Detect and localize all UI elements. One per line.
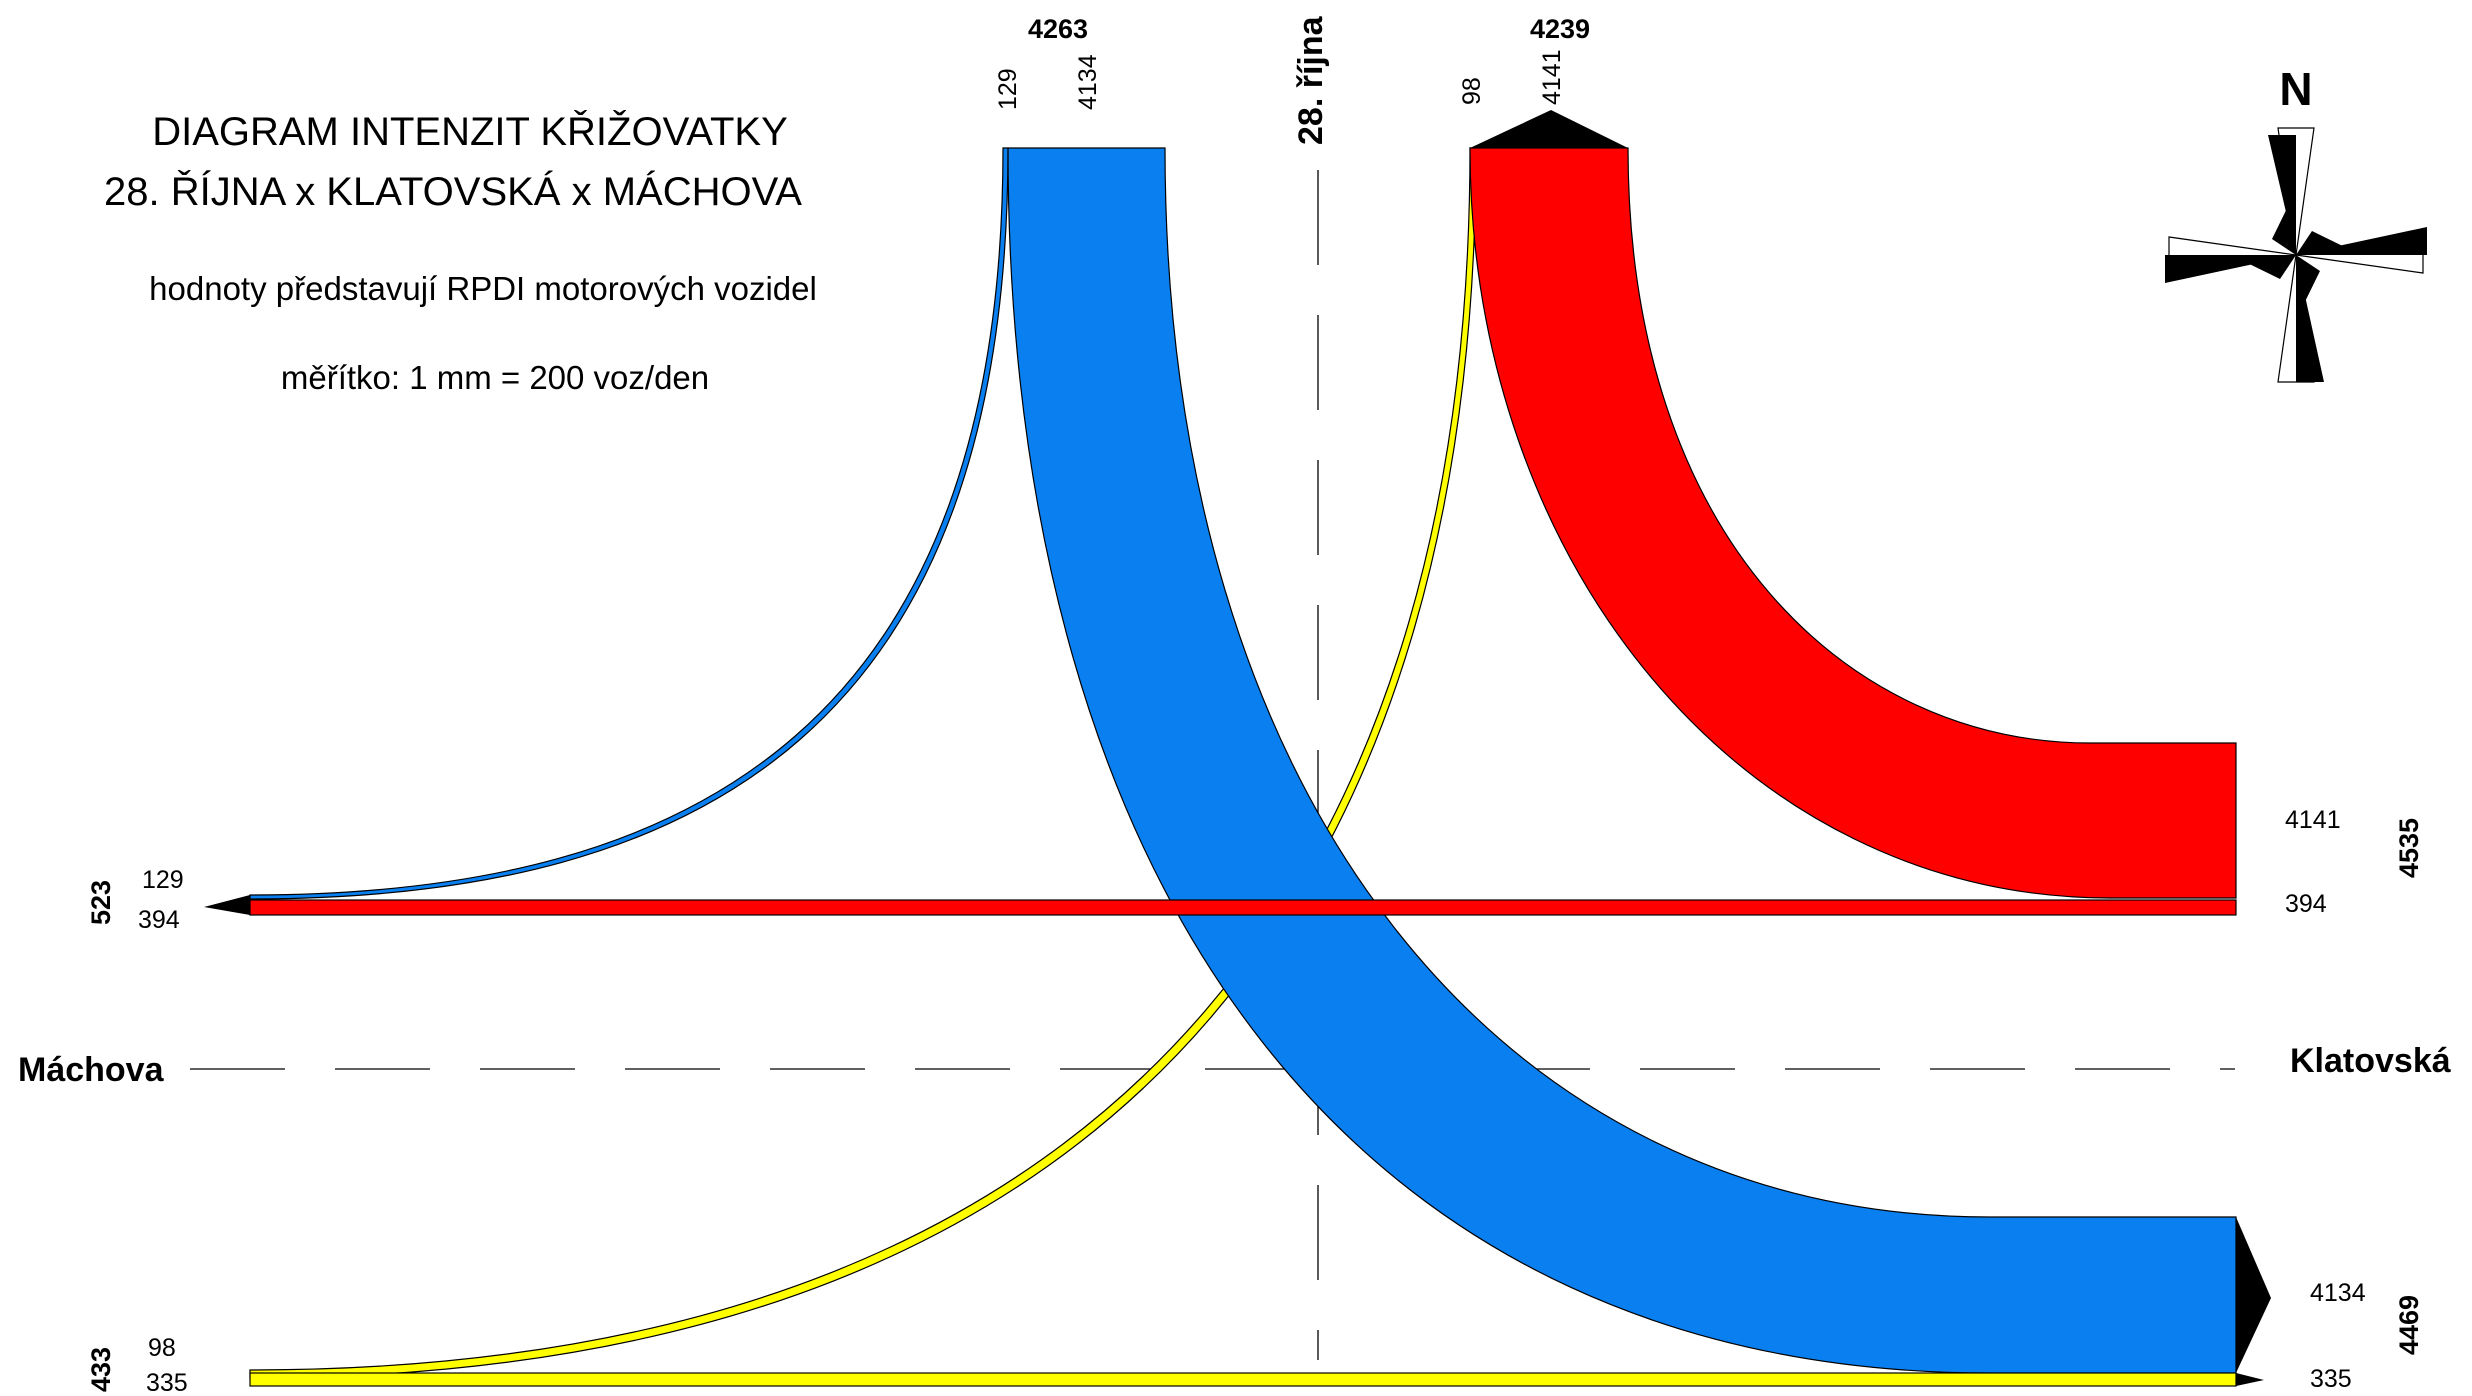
east-lower-out-arrow	[2236, 1373, 2264, 1386]
title-note: hodnoty představují RPDI motorových vozi…	[149, 270, 817, 307]
west-out-arrow	[204, 895, 250, 915]
north-out-right: 4141	[1538, 49, 1566, 105]
compass-north-label: N	[2279, 63, 2312, 115]
flow-west-to-east	[249, 1372, 2237, 1387]
west-upper-upper: 129	[142, 866, 184, 894]
north-in-left: 129	[994, 68, 1022, 110]
west-lower-total: 433	[86, 1347, 116, 1392]
north-in-total: 4263	[1028, 14, 1088, 44]
flow-east-to-west	[249, 899, 2237, 916]
west-lower-upper: 98	[148, 1334, 176, 1362]
east-out-arrow	[2236, 1217, 2271, 1373]
title-line-2: 28. ŘÍJNA x KLATOVSKÁ x MÁCHOVA	[104, 169, 802, 214]
street-north-label: 28. října	[1292, 15, 1330, 145]
north-out-arrow	[1470, 110, 1628, 148]
west-lower-lower: 335	[146, 1369, 188, 1396]
north-out-left: 98	[1458, 77, 1486, 105]
street-west-label: Máchova	[18, 1051, 165, 1089]
title-scale: měřítko: 1 mm = 200 voz/den	[281, 359, 709, 396]
title-line-1: DIAGRAM INTENZIT KŘIŽOVATKY	[152, 109, 788, 154]
east-lower-total: 4469	[2394, 1295, 2424, 1355]
east-lower-upper: 4134	[2310, 1279, 2366, 1307]
east-lower-lower: 335	[2310, 1365, 2352, 1393]
north-out-total: 4239	[1530, 14, 1590, 44]
west-upper-lower: 394	[138, 906, 180, 934]
east-upper-upper: 4141	[2285, 806, 2341, 834]
north-in-right: 4134	[1074, 54, 1102, 110]
east-upper-lower: 394	[2285, 890, 2327, 918]
east-upper-total: 4535	[2394, 818, 2424, 878]
flow-north-to-west	[249, 147, 1009, 900]
street-east-label: Klatovská	[2290, 1042, 2451, 1080]
flow-east-to-north	[1469, 147, 2237, 899]
west-upper-total: 523	[86, 880, 116, 925]
compass-rose-icon	[2165, 127, 2427, 383]
